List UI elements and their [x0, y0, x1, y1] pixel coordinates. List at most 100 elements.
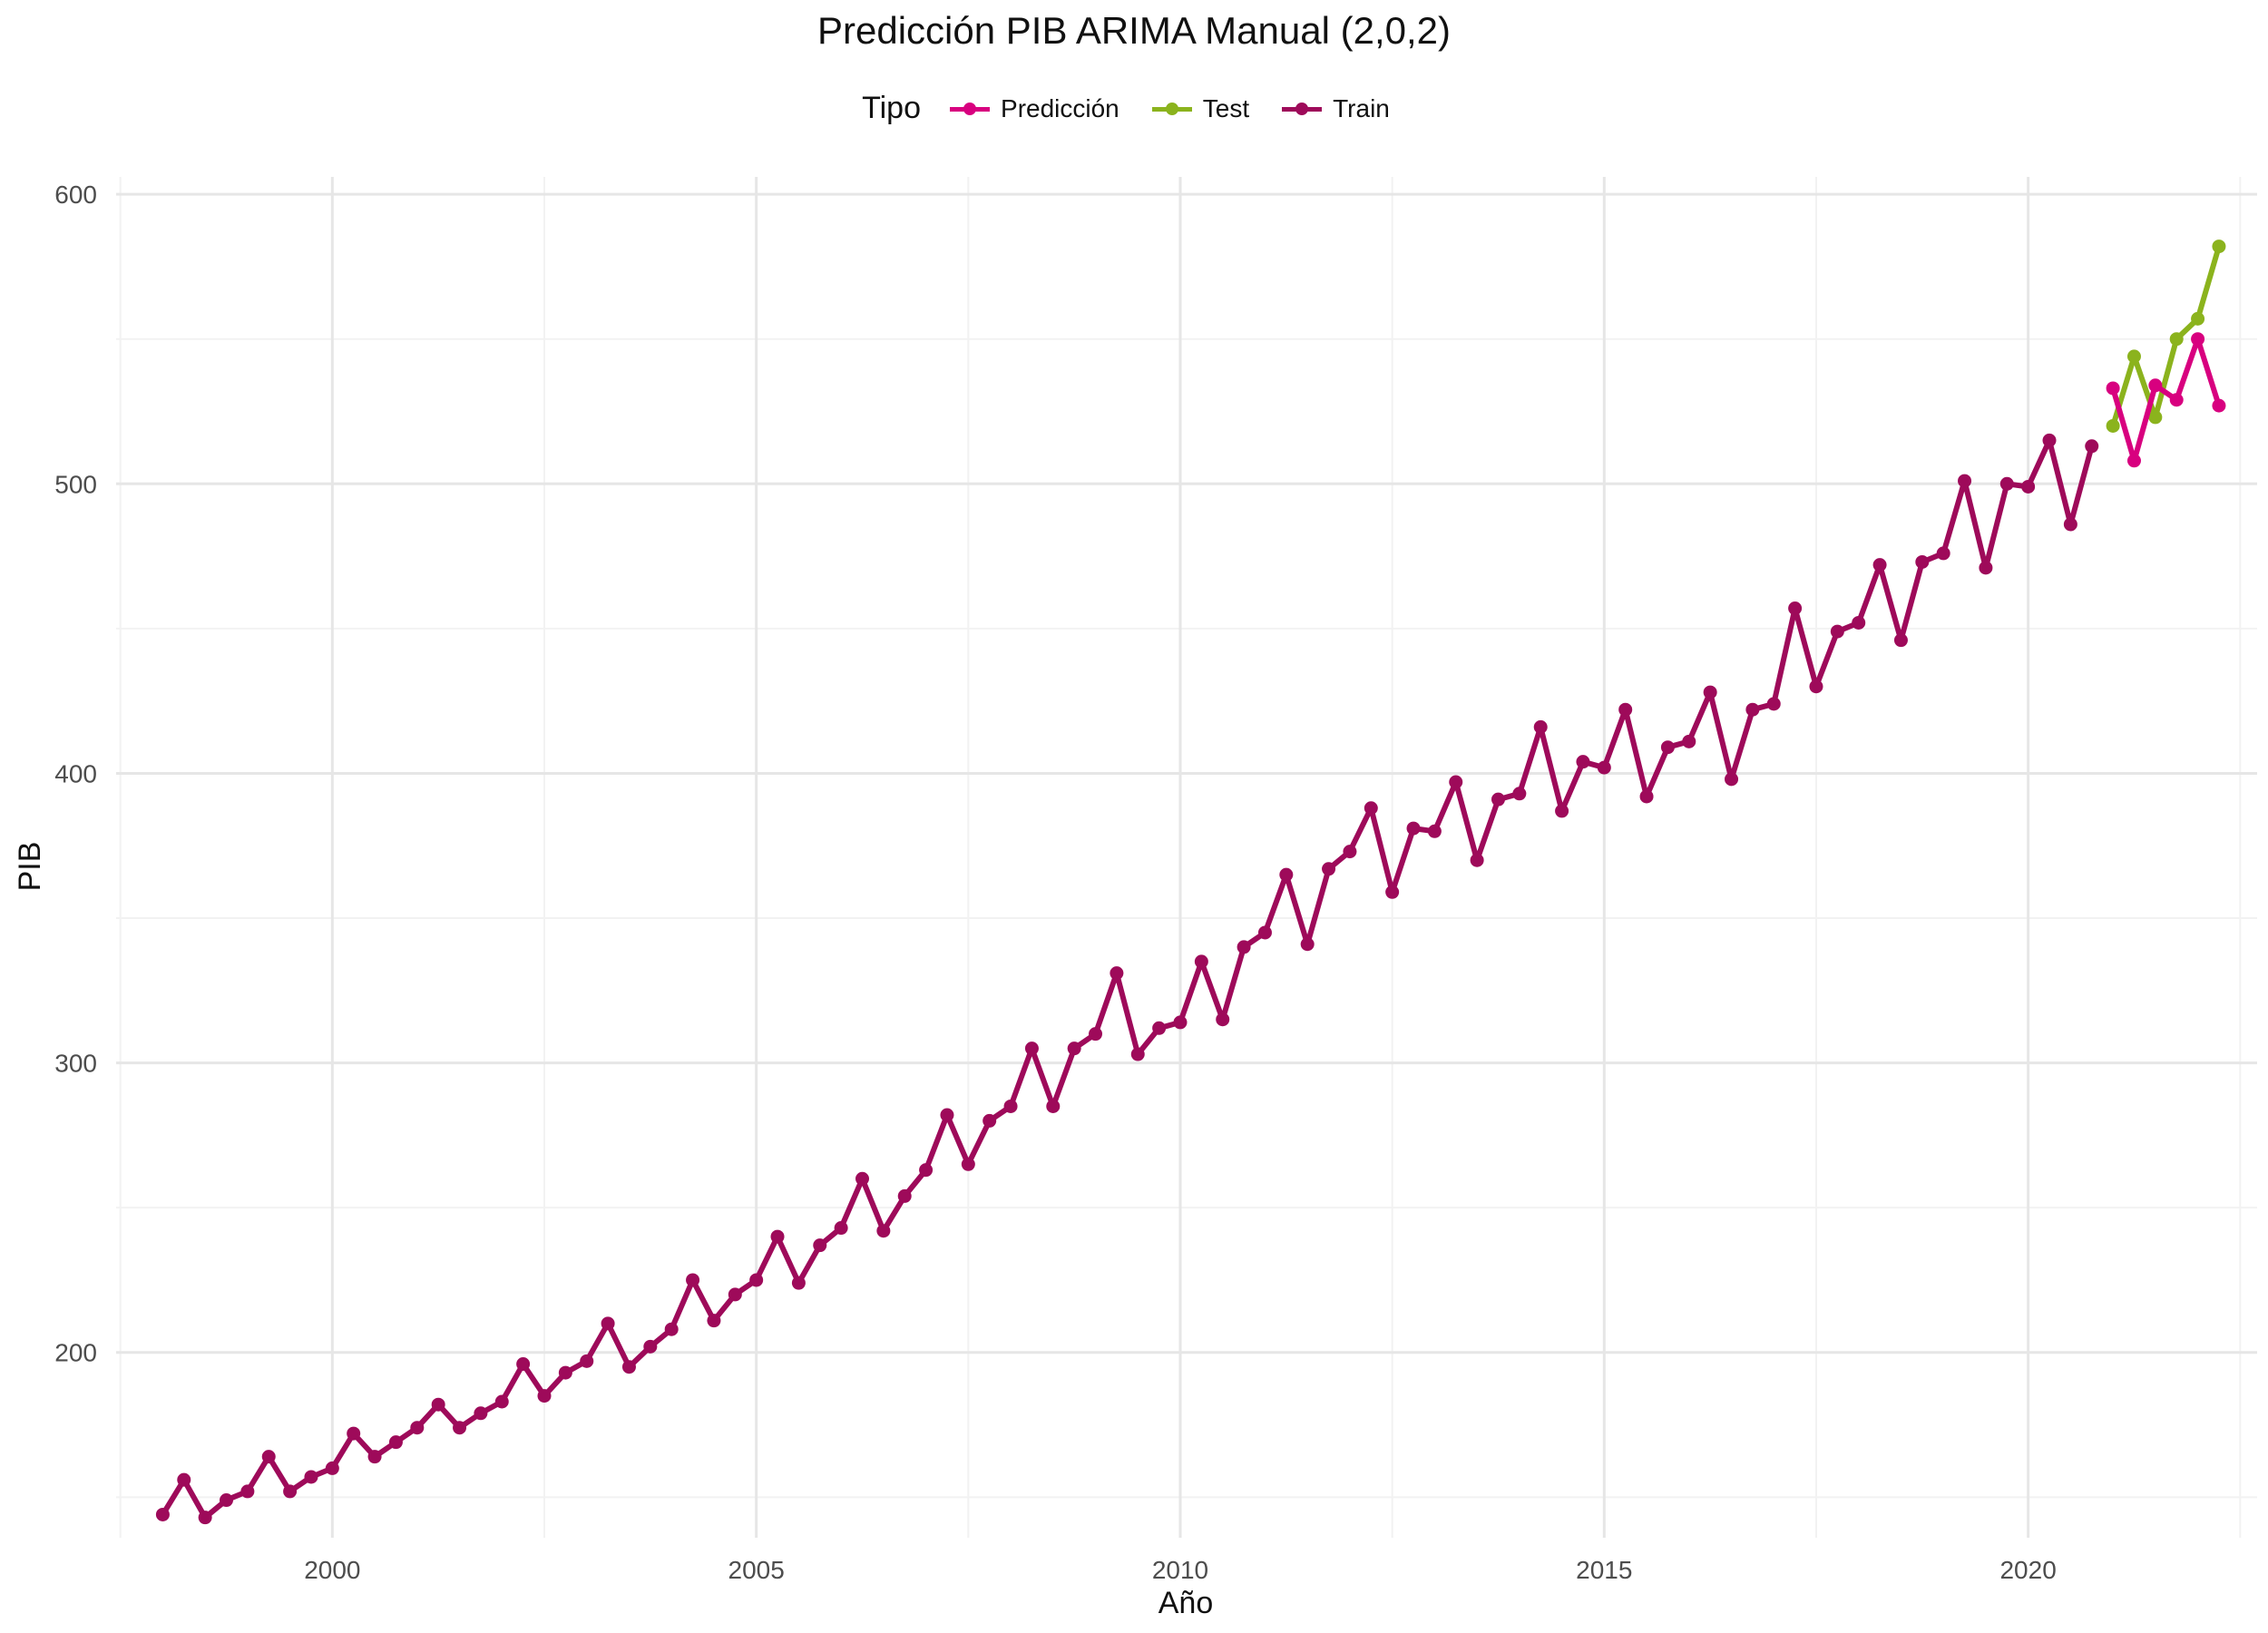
data-point-test: [2191, 311, 2205, 326]
data-point-train: [240, 1484, 255, 1499]
data-point-train: [1639, 789, 1654, 804]
data-point-train: [749, 1273, 764, 1287]
data-point-train: [834, 1221, 848, 1236]
data-point-train: [1958, 474, 1972, 488]
data-point-train: [664, 1322, 679, 1336]
data-point-train: [537, 1389, 552, 1403]
data-point-train: [1576, 755, 1590, 769]
data-point-train: [919, 1163, 934, 1178]
data-point-train: [494, 1394, 509, 1409]
legend-label-prediccion: Predicción: [1001, 93, 1119, 122]
legend-key-prediccion: [950, 100, 991, 118]
data-point-train: [304, 1470, 318, 1484]
data-point-train: [1893, 633, 1908, 648]
y-axis-title: PIB: [13, 842, 47, 892]
x-tick-label: 2015: [1576, 1556, 1632, 1584]
data-point-train: [1067, 1041, 1081, 1056]
x-tick-label: 2005: [728, 1556, 785, 1584]
data-point-train: [198, 1511, 212, 1525]
data-point-test: [2148, 410, 2163, 425]
data-point-train: [1343, 845, 1357, 859]
data-point-train: [1003, 1099, 1018, 1113]
data-point-train: [1555, 804, 1569, 818]
data-point-train: [1936, 546, 1950, 561]
data-point-train: [961, 1157, 975, 1171]
data-point-train: [1300, 937, 1315, 952]
data-point-train: [1597, 760, 1611, 775]
data-point-train: [1470, 853, 1484, 867]
data-point-train: [813, 1238, 827, 1253]
chart-title: Predicción PIB ARIMA Manual (2,0,2): [817, 9, 1451, 52]
series-test: [2106, 240, 2226, 433]
data-point-test: [2212, 240, 2226, 254]
y-tick-label: 200: [54, 1339, 97, 1367]
data-point-train: [1279, 867, 1294, 882]
y-tick-label: 600: [54, 181, 97, 209]
data-point-train: [261, 1450, 276, 1464]
data-point-train: [155, 1507, 170, 1521]
data-point-train: [1449, 775, 1463, 789]
data-point-train: [177, 1472, 191, 1487]
series-prediccion: [2106, 332, 2226, 468]
y-tick-label: 300: [54, 1050, 97, 1078]
data-point-train: [876, 1224, 891, 1238]
data-point-train: [2063, 517, 2077, 532]
data-point-train: [367, 1450, 382, 1464]
data-point-prediccion: [2148, 378, 2163, 393]
data-point-test: [2106, 418, 2120, 433]
data-point-train: [1257, 925, 1272, 940]
y-tick-label: 400: [54, 759, 97, 787]
data-point-train: [347, 1426, 361, 1441]
data-point-train: [1745, 702, 1760, 717]
data-point-train: [1110, 966, 1124, 981]
data-point-train: [940, 1108, 954, 1122]
data-point-train: [2021, 479, 2036, 494]
data-point-train: [1682, 734, 1696, 748]
data-point-train: [220, 1493, 234, 1508]
x-tick-label: 2020: [1999, 1556, 2056, 1584]
data-point-train: [1809, 680, 1823, 694]
data-point-train: [1130, 1047, 1145, 1061]
y-tick-label: 500: [54, 470, 97, 498]
data-point-train: [1660, 740, 1675, 755]
x-tick-label: 2010: [1152, 1556, 1208, 1584]
data-point-train: [325, 1461, 339, 1475]
series-line-test: [2110, 243, 2222, 429]
data-point-train: [1024, 1041, 1039, 1056]
data-point-train: [410, 1421, 425, 1435]
x-tick-label: 2000: [304, 1556, 360, 1584]
legend-key-train: [1282, 100, 1323, 118]
data-point-train: [1385, 885, 1400, 899]
legend-title: Tipo: [862, 91, 922, 125]
data-point-train: [1194, 954, 1208, 969]
data-point-train: [1173, 1015, 1188, 1030]
data-point-test: [2126, 349, 2141, 364]
data-point-train: [453, 1421, 467, 1435]
major-gridlines: [116, 177, 2257, 1538]
data-point-train: [1152, 1021, 1167, 1035]
data-point-train: [516, 1357, 531, 1372]
data-point-train: [1915, 554, 1930, 569]
data-point-train: [1427, 824, 1442, 838]
data-point-train: [897, 1188, 912, 1203]
data-point-train: [1364, 801, 1378, 816]
data-point-test: [2169, 332, 2184, 347]
data-point-train: [1830, 624, 1844, 639]
data-point-train: [558, 1365, 572, 1380]
data-point-train: [1089, 1027, 1103, 1041]
data-point-train: [1512, 787, 1527, 801]
data-point-train: [1725, 772, 1739, 787]
minor-gridlines: [116, 177, 2257, 1538]
legend-key-test: [1151, 100, 1192, 118]
data-point-train: [431, 1397, 445, 1412]
legend-label-test: Test: [1202, 93, 1250, 122]
data-point-train: [1322, 862, 1336, 876]
data-point-train: [283, 1484, 298, 1499]
data-point-train: [474, 1406, 488, 1421]
series-train: [155, 433, 2099, 1525]
data-point-train: [728, 1287, 742, 1302]
data-point-train: [770, 1229, 785, 1244]
data-point-train: [855, 1171, 869, 1186]
data-point-prediccion: [2126, 454, 2141, 468]
data-point-train: [1788, 601, 1803, 616]
